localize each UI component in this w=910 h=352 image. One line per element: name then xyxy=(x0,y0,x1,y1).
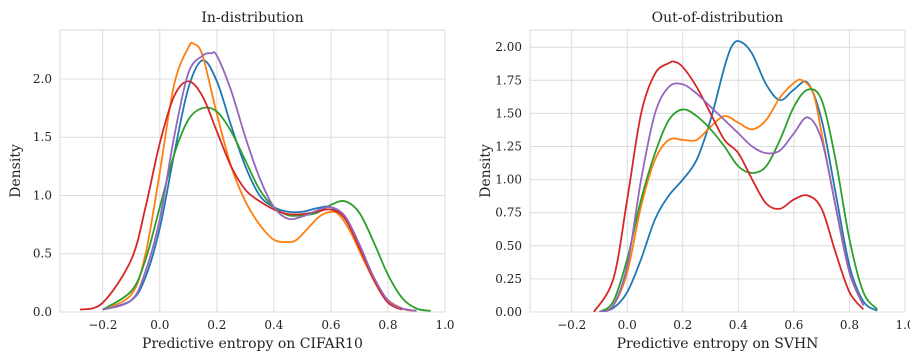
density-curve-5 xyxy=(599,82,865,312)
y-tick-label: 1.75 xyxy=(495,73,522,87)
y-tick-label: 0.75 xyxy=(495,206,522,220)
density-curve-1 xyxy=(599,40,878,312)
x-tick-label: 0.8 xyxy=(840,318,859,332)
x-axis-label: Predictive entropy on CIFAR10 xyxy=(142,336,363,352)
x-tick-label: −0.2 xyxy=(557,318,586,332)
x-tick-label: −0.2 xyxy=(88,318,117,332)
x-tick-label: 1.0 xyxy=(435,318,454,332)
x-tick-label: 0.4 xyxy=(264,318,283,332)
density-curve-5 xyxy=(102,51,417,312)
x-tick-label: 0.6 xyxy=(784,318,803,332)
x-tick-label: 0.8 xyxy=(378,318,397,332)
y-tick-label: 1.5 xyxy=(33,130,52,144)
x-tick-label: 0.0 xyxy=(618,318,637,332)
x-tick-label: 0.4 xyxy=(729,318,748,332)
y-tick-label: 1.50 xyxy=(495,106,522,120)
plot-area xyxy=(59,29,446,313)
y-tick-label: 1.25 xyxy=(495,140,522,154)
density-curve-4 xyxy=(79,80,403,311)
x-tick-label: 0.6 xyxy=(321,318,340,332)
x-tick-label: 0.2 xyxy=(207,318,226,332)
y-axis-label: Density xyxy=(8,144,24,198)
y-axis-label: Density xyxy=(478,144,494,198)
x-tick-label: 0.2 xyxy=(673,318,692,332)
y-tick-label: 2.0 xyxy=(33,72,52,86)
density-curve-3 xyxy=(598,88,878,312)
x-tick-label: 0.0 xyxy=(150,318,169,332)
y-tick-label: 0.0 xyxy=(33,305,52,319)
y-tick-label: 0.00 xyxy=(495,305,522,319)
density-curve-4 xyxy=(593,60,865,312)
y-tick-label: 2.00 xyxy=(495,40,522,54)
density-curve-2 xyxy=(599,78,865,312)
panel-out-of-distribution: −0.2 0.0 0.2 0.4 0.6 0.8 1.0 0.00 0.25 0.50 0.75 1.… xyxy=(478,10,910,352)
y-tick-label: 0.25 xyxy=(495,272,522,286)
x-tick-label: 1.0 xyxy=(895,318,910,332)
y-tick-label: 1.00 xyxy=(495,173,522,187)
y-tick-label: 0.5 xyxy=(33,247,52,261)
chart-title: In-distribution xyxy=(201,10,303,26)
y-tick-label: 1.0 xyxy=(33,188,52,202)
density-curve-2 xyxy=(102,41,417,312)
plot-area xyxy=(529,29,906,313)
y-tick-label: 0.50 xyxy=(495,239,522,253)
panel-in-distribution: −0.2 0.0 0.2 0.4 0.6 0.8 1.0 0.0 0.5 1.0 1.5 2.0 In-… xyxy=(8,10,455,352)
x-axis-label: Predictive entropy on SVHN xyxy=(617,336,819,352)
chart-title: Out-of-distribution xyxy=(652,10,784,26)
